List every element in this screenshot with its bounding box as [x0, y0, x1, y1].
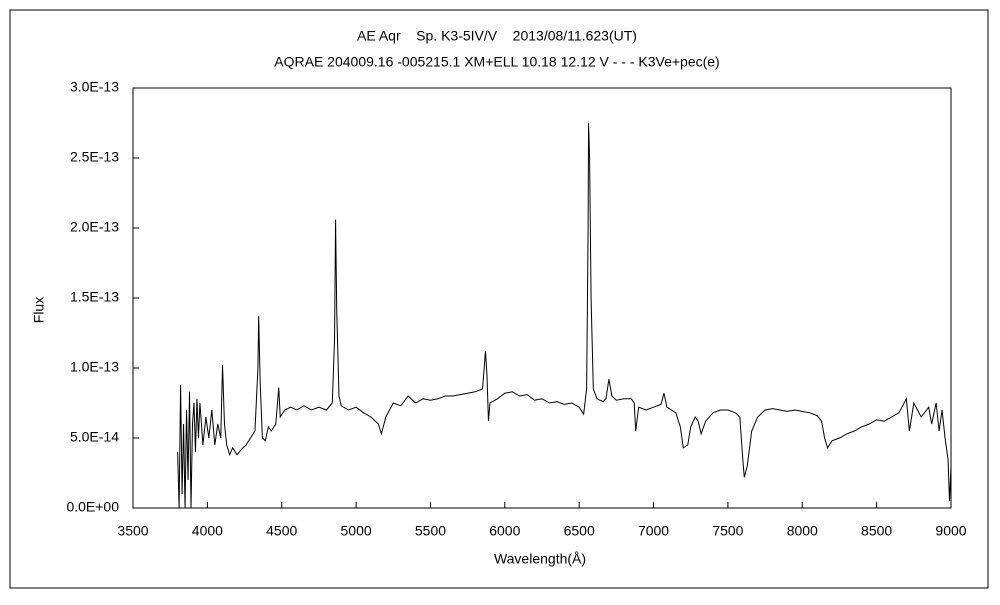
y-tick-label: 3.0E-13 [70, 79, 119, 95]
x-tick-label: 8000 [787, 523, 818, 539]
x-tick-label: 8500 [861, 523, 892, 539]
y-tick-label: 2.0E-13 [70, 219, 119, 235]
y-tick-label: 0.0E+00 [66, 499, 119, 515]
x-tick-label: 7000 [638, 523, 669, 539]
x-tick-label: 7500 [712, 523, 743, 539]
y-tick-label: 1.0E-13 [70, 359, 119, 375]
y-tick-label: 1.5E-13 [70, 289, 119, 305]
x-tick-label: 6500 [564, 523, 595, 539]
y-axis-label: Flux [31, 297, 47, 323]
chart-title: AE Aqr Sp. K3-5IV/V 2013/08/11.623(UT) [357, 28, 637, 44]
x-tick-label: 4000 [192, 523, 223, 539]
y-tick-label: 2.5E-13 [70, 149, 119, 165]
x-tick-label: 3500 [117, 523, 148, 539]
x-tick-label: 6000 [489, 523, 520, 539]
x-tick-label: 5000 [341, 523, 372, 539]
spectrum-line [177, 122, 952, 509]
y-tick-label: 5.0E-14 [70, 429, 119, 445]
x-tick-label: 9000 [935, 523, 966, 539]
x-tick-label: 4500 [266, 523, 297, 539]
x-tick-label: 5500 [415, 523, 446, 539]
x-axis-label: Wavelength(Å) [494, 551, 586, 567]
chart-subtitle: AQRAE 204009.16 -005215.1 XM+ELL 10.18 1… [274, 54, 719, 70]
chart-frame [9, 9, 989, 589]
